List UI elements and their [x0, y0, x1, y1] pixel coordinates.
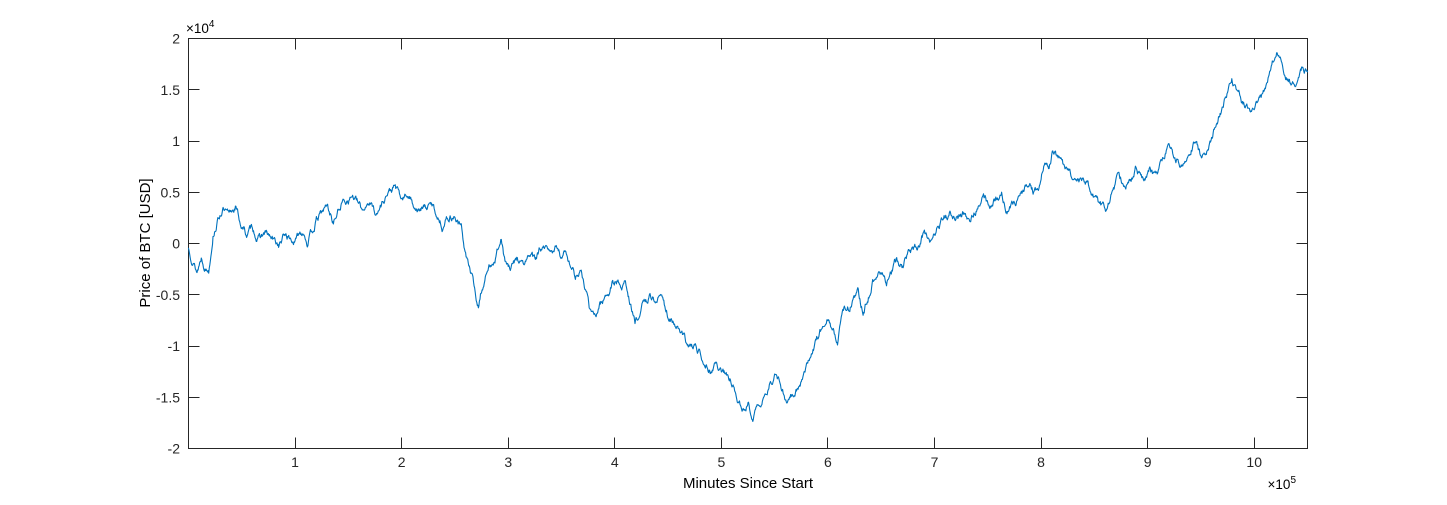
x-tick-label: 1 — [291, 454, 299, 470]
y-exponent-sup: 4 — [209, 19, 215, 30]
y-tick-label: -0.5 — [156, 287, 180, 303]
y-tick-label: 1 — [172, 133, 180, 149]
x-axis-label: Minutes Since Start — [683, 475, 814, 492]
y-tick-label: -1 — [168, 338, 181, 354]
x-tick-label: 3 — [504, 454, 512, 470]
y-tick-label: -1.5 — [156, 389, 180, 405]
y-tick-labels: 2 1.5 1 0.5 0 -0.5 -1 -1.5 -2 — [156, 31, 180, 457]
y-tick-label: -2 — [168, 441, 181, 457]
x-tick-label: 7 — [931, 454, 939, 470]
x-tick-label: 9 — [1144, 454, 1152, 470]
x-tick-label: 6 — [824, 454, 832, 470]
x-tick-label: 4 — [611, 454, 619, 470]
y-tick-label: 2 — [172, 31, 180, 47]
x-exponent-base: ×10 — [1268, 477, 1291, 492]
y-exponent-base: ×10 — [186, 21, 209, 36]
y-tick-label: 0 — [172, 236, 180, 252]
x-tick-label: 8 — [1037, 454, 1045, 470]
x-exponent-sup: 5 — [1290, 475, 1296, 486]
y-axis-label: Price of BTC [USD] — [137, 178, 154, 307]
x-tick-labels: 1 2 3 4 5 6 7 8 9 10 — [291, 454, 1262, 470]
x-tick-label: 10 — [1246, 454, 1262, 470]
y-tick-label: 1.5 — [161, 82, 181, 98]
x-axis-exponent: ×105 — [1268, 475, 1297, 492]
x-tick-label: 2 — [398, 454, 406, 470]
axis-ticks — [188, 38, 1308, 449]
y-axis-exponent: ×104 — [186, 19, 215, 36]
y-tick-label: 0.5 — [161, 184, 181, 200]
x-tick-label: 5 — [717, 454, 725, 470]
price-line-series — [187, 52, 1309, 423]
